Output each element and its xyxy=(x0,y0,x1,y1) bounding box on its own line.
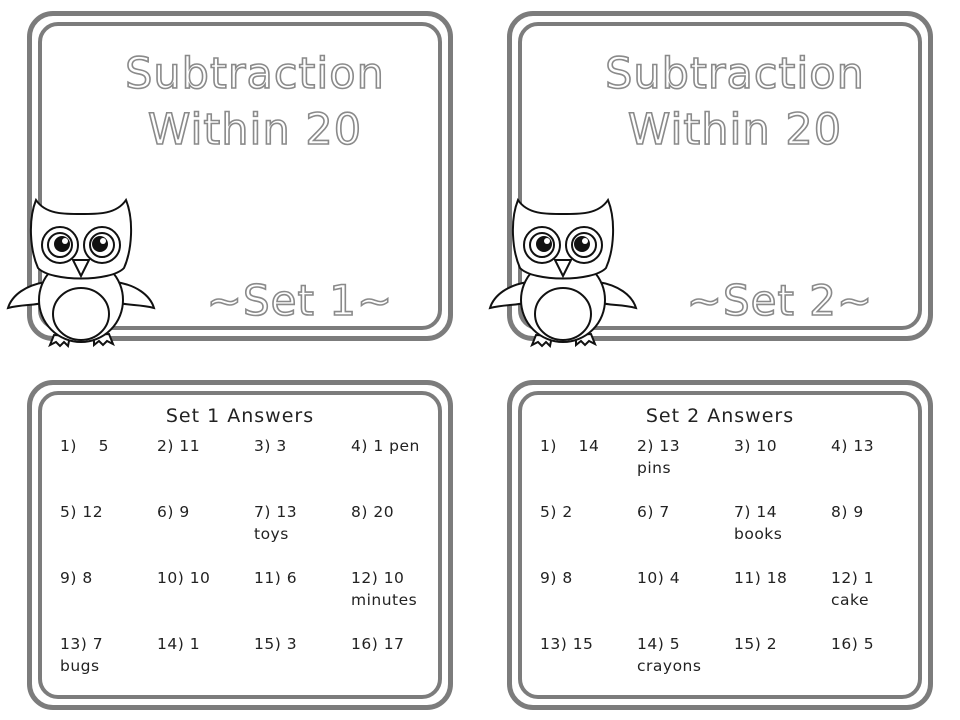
answer-item: 9) 8 xyxy=(60,569,93,587)
answer-item: 8) 9 xyxy=(831,503,864,521)
answer-item: 15) 2 xyxy=(734,635,778,653)
answer-item: 11) 6 xyxy=(254,569,298,587)
answers-heading: Set 1 Answers xyxy=(165,405,315,427)
title-line-1: Subtraction xyxy=(124,48,385,100)
answer-item: 10) 10 xyxy=(157,569,211,587)
answer-item: 15) 3 xyxy=(254,635,298,653)
answers-grid: 1) 14 2) 13 pins 3) 10 4) 13 5) 2 6) 7 7… xyxy=(540,435,930,699)
answer-item: 3) 10 xyxy=(734,437,778,455)
owl-icon xyxy=(488,197,638,349)
answer-item: 5) 2 xyxy=(540,503,573,521)
answer-item: 12) 1 cake xyxy=(831,569,875,609)
answer-card-set-2: Set 2 Answers 1) 14 2) 13 pins 3) 10 4) … xyxy=(507,380,933,710)
answer-item: 16) 5 xyxy=(831,635,875,653)
answer-item: 6) 7 xyxy=(637,503,670,521)
answer-card-set-1: Set 1 Answers 1) 5 2) 11 3) 3 4) 1 pen 5… xyxy=(27,380,453,710)
title-card-inner-border xyxy=(38,22,442,330)
owl-icon xyxy=(6,197,156,349)
answer-item: 2) 13 pins xyxy=(637,437,681,477)
answer-item: 13) 15 xyxy=(540,635,594,653)
answer-item: 4) 13 xyxy=(831,437,875,455)
answer-item: 8) 20 xyxy=(351,503,395,521)
title-card-inner-border xyxy=(518,22,922,330)
answer-item: 14) 5 crayons xyxy=(637,635,702,675)
card-title: Subtraction Within 20 xyxy=(552,46,918,158)
answer-item: 7) 14 books xyxy=(734,503,783,543)
answer-item: 3) 3 xyxy=(254,437,287,455)
answer-item: 9) 8 xyxy=(540,569,573,587)
answer-item: 5) 12 xyxy=(60,503,104,521)
answer-item: 1) 5 xyxy=(60,437,109,455)
title-line-1: Subtraction xyxy=(604,48,865,100)
answer-card-inner-border xyxy=(38,391,442,699)
answer-item: 4) 1 pen xyxy=(351,437,420,455)
answer-item: 13) 7 bugs xyxy=(60,635,104,675)
answers-grid: 1) 5 2) 11 3) 3 4) 1 pen 5) 12 6) 9 7) 1… xyxy=(60,435,450,699)
title-line-2: Within 20 xyxy=(147,104,363,156)
set-label: ~Set 1~ xyxy=(206,275,394,326)
answer-item: 2) 11 xyxy=(157,437,201,455)
answer-item: 14) 1 xyxy=(157,635,201,653)
answer-item: 10) 4 xyxy=(637,569,681,587)
answer-item: 6) 9 xyxy=(157,503,190,521)
answer-item: 7) 13 toys xyxy=(254,503,298,543)
card-title: Subtraction Within 20 xyxy=(72,46,438,158)
answers-heading: Set 2 Answers xyxy=(645,405,795,427)
answer-item: 16) 17 xyxy=(351,635,405,653)
set-label: ~Set 2~ xyxy=(686,275,874,326)
answer-item: 1) 14 xyxy=(540,437,600,455)
title-line-2: Within 20 xyxy=(627,104,843,156)
answer-item: 11) 18 xyxy=(734,569,788,587)
answer-item: 12) 10 minutes xyxy=(351,569,418,609)
answer-card-inner-border xyxy=(518,391,922,699)
